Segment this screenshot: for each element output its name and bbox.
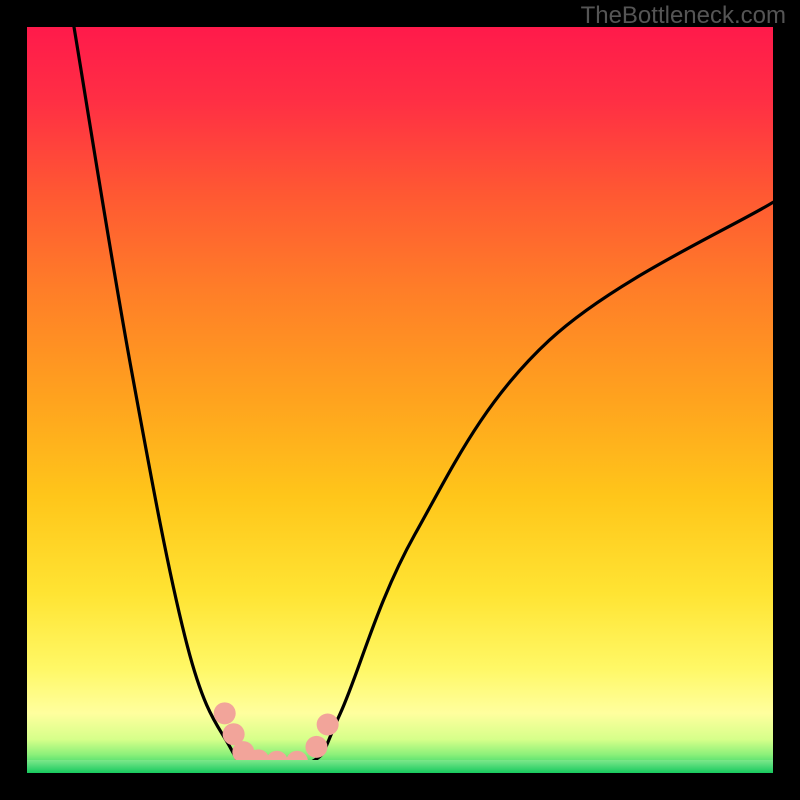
green-footer-band [27, 760, 773, 773]
valley-dot [214, 702, 236, 724]
watermark-text: TheBottleneck.com [581, 2, 786, 30]
chart-frame: TheBottleneck.com [0, 0, 800, 800]
bottleneck-curve [74, 27, 773, 767]
valley-dot [305, 736, 327, 758]
valley-dot [317, 714, 339, 736]
plot-area [27, 27, 773, 773]
curve-layer [27, 27, 773, 773]
